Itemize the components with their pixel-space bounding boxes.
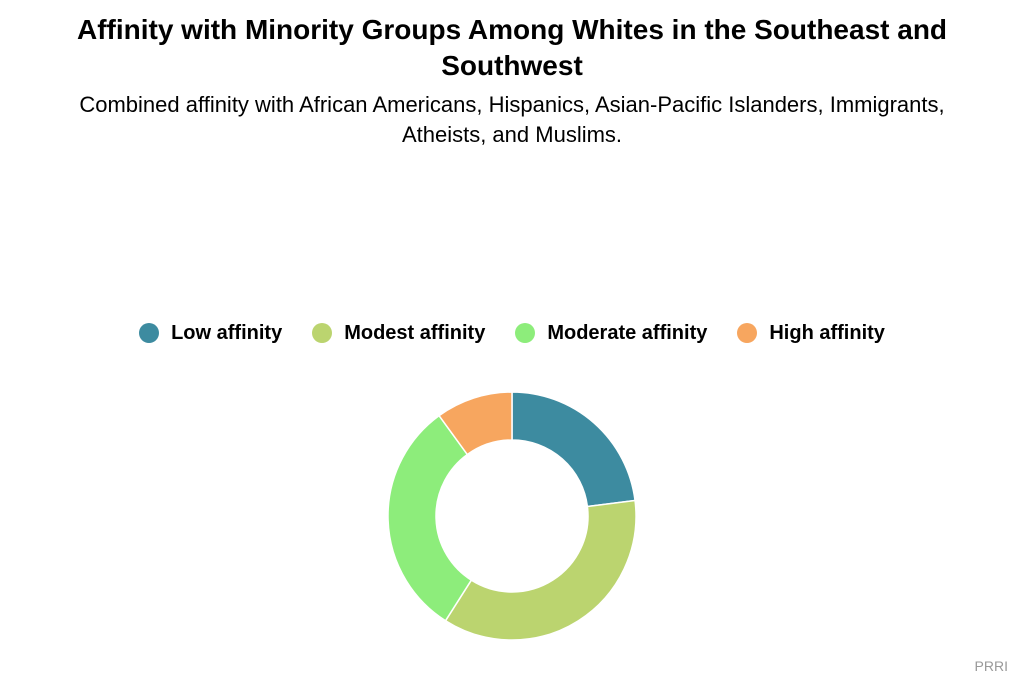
legend-label-moderate-affinity: Moderate affinity — [547, 322, 708, 344]
legend-swatch-high-affinity — [737, 323, 758, 343]
legend-swatch-moderate-affinity — [515, 323, 536, 343]
chart-subtitle: Combined affinity with African Americans… — [79, 92, 945, 147]
slice-high-affinity[interactable] — [438, 391, 513, 456]
source-credit: PRRI — [974, 658, 1008, 674]
legend-item-modest-affinity[interactable]: Modest affinity — [312, 318, 485, 348]
slice-modest-affinity[interactable] — [444, 499, 637, 641]
legend-label-low-affinity: Low affinity — [171, 322, 283, 344]
chart-title: Affinity with Minority Groups Among Whit… — [76, 14, 948, 81]
donut-slices — [387, 391, 637, 641]
legend-label-high-affinity: High affinity — [769, 322, 885, 344]
slice-low-affinity[interactable] — [511, 391, 636, 508]
legend-item-low-affinity[interactable]: Low affinity — [139, 318, 282, 348]
legend-swatch-modest-affinity — [312, 323, 333, 343]
slice-moderate-affinity[interactable] — [387, 414, 473, 622]
legend-label-modest-affinity: Modest affinity — [344, 322, 486, 344]
legend-item-moderate-affinity[interactable]: Moderate affinity — [515, 318, 707, 348]
legend-item-high-affinity[interactable]: High affinity — [737, 318, 885, 348]
legend-swatch-low-affinity — [139, 323, 160, 343]
chart-legend: Low affinity Modest affinity Moderate af… — [0, 318, 1024, 348]
